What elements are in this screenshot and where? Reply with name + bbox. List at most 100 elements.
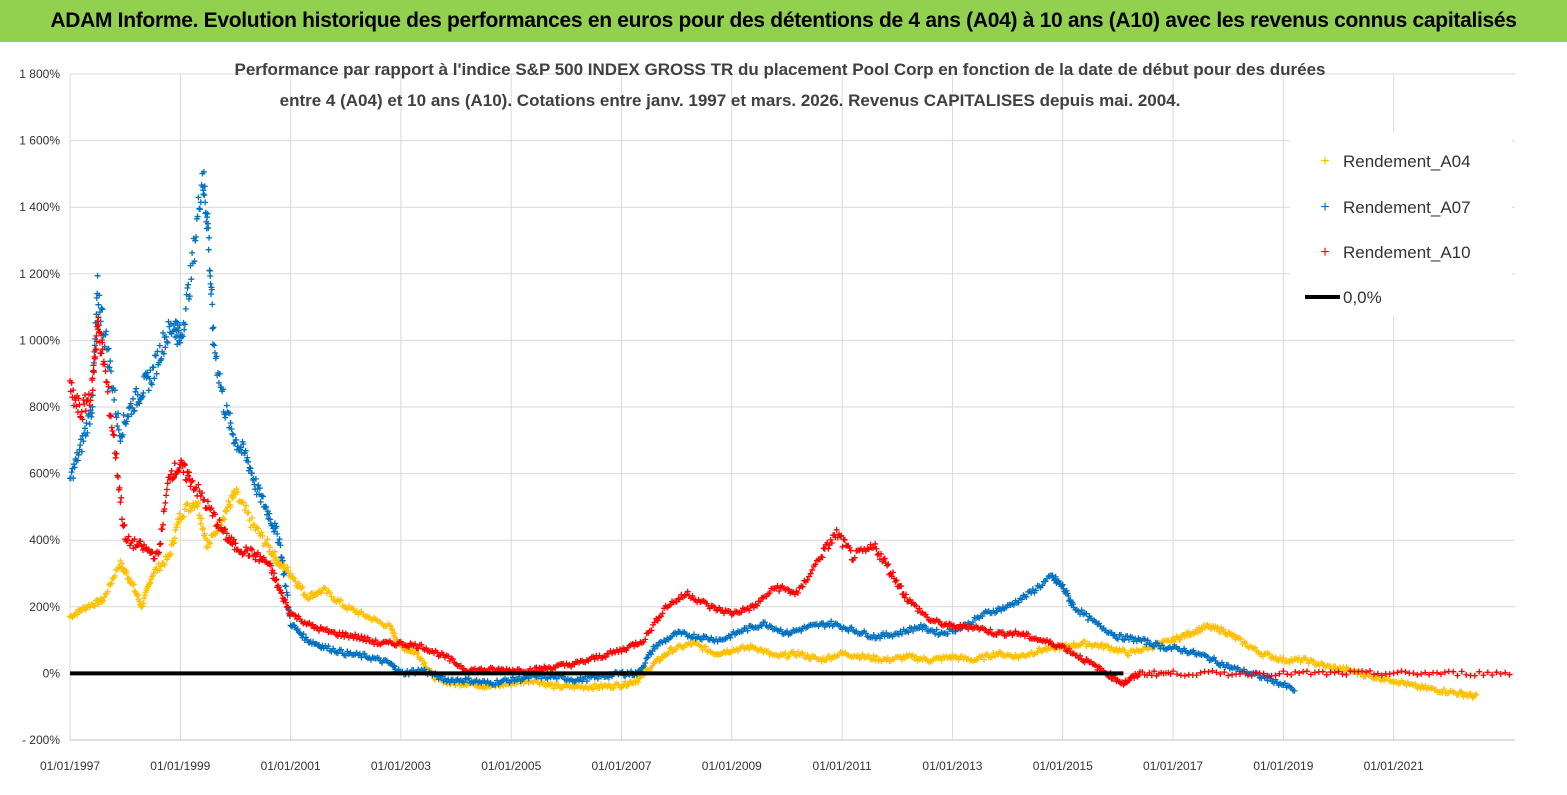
data-point-a07: [651, 646, 658, 652]
data-point-a10: [161, 506, 168, 512]
data-point-a10: [76, 401, 83, 408]
chart-area: - 200% 0% 200% 400% 600% 800% 1 000% 1 200% 1 40…: [0, 42, 1567, 790]
data-point-a04: [291, 575, 298, 582]
data-point-a10: [738, 609, 745, 616]
y-tick-label: 600%: [29, 467, 60, 481]
data-point-a07: [1234, 664, 1241, 671]
data-point-a10: [93, 338, 100, 345]
data-point-a10: [445, 653, 452, 660]
data-point-a07: [215, 379, 222, 386]
y-tick-label: 1 400%: [19, 200, 60, 214]
data-point-a04: [204, 544, 211, 551]
data-point-a04: [1280, 654, 1287, 661]
data-point-a10: [1390, 670, 1397, 677]
data-point-a07: [209, 325, 216, 332]
data-point-a07: [78, 448, 85, 455]
data-point-a07: [282, 583, 289, 590]
data-point-a07: [1010, 601, 1017, 608]
data-point-a07: [252, 475, 259, 482]
data-point-a10: [278, 589, 285, 596]
data-point-a04: [171, 539, 177, 546]
data-point-a07: [969, 619, 976, 626]
data-point-a07: [257, 499, 264, 505]
data-point-a10: [98, 330, 105, 337]
data-point-a07: [435, 676, 442, 683]
data-point-a04: [156, 567, 163, 574]
data-point-a10: [244, 547, 251, 554]
data-point-a04: [173, 524, 180, 531]
data-point-a04: [414, 650, 421, 657]
data-point-a07: [662, 638, 669, 645]
data-point-a10: [716, 604, 723, 611]
data-point-a04: [664, 651, 671, 658]
data-point-a10: [591, 656, 598, 663]
data-point-a10: [187, 483, 194, 490]
data-point-a07: [691, 631, 697, 638]
data-point-a10: [90, 362, 97, 369]
y-tick-label: 800%: [29, 400, 60, 414]
data-point-a04: [1310, 658, 1317, 665]
data-point-a07: [643, 655, 650, 662]
data-point-a04: [264, 536, 271, 543]
data-point-a10: [108, 413, 114, 420]
data-point-a10: [117, 499, 124, 506]
data-point-a10: [99, 339, 106, 346]
data-point-a10: [1221, 669, 1228, 676]
data-point-a10: [183, 477, 190, 484]
data-point-a10: [1319, 668, 1326, 675]
data-point-a07: [877, 635, 883, 642]
x-tick-label: 01/01/2005: [481, 759, 541, 773]
data-point-a10: [285, 604, 292, 611]
data-point-a10: [1193, 672, 1200, 679]
data-point-a10: [1434, 669, 1440, 676]
data-point-a10: [1450, 668, 1457, 675]
data-point-a04: [799, 649, 806, 656]
data-point-a04: [198, 515, 205, 522]
data-point-a10: [95, 322, 102, 329]
data-point-a07: [277, 542, 284, 549]
data-point-a10: [364, 634, 371, 641]
data-point-a07: [207, 280, 214, 287]
data-point-a10: [102, 368, 109, 375]
data-point-a04: [1237, 635, 1244, 642]
x-tick-label: 01/01/2007: [591, 759, 651, 773]
data-point-a10: [654, 617, 661, 624]
data-point-a04: [305, 596, 312, 603]
data-point-a10: [890, 569, 896, 576]
y-tick-label: - 200%: [22, 733, 60, 747]
data-point-a04: [1177, 636, 1184, 643]
data-point-a10: [1497, 671, 1504, 677]
data-point-a07: [200, 168, 207, 175]
data-point-a04: [1305, 660, 1312, 667]
legend-item-a07: + Rendement_A07: [1320, 198, 1470, 217]
data-point-a04: [823, 657, 830, 663]
data-point-a10: [144, 546, 151, 553]
data-point-a04: [1417, 685, 1424, 692]
data-point-a10: [865, 546, 872, 553]
data-point-a04: [1422, 682, 1429, 689]
x-tick-label: 01/01/2021: [1364, 759, 1424, 773]
data-point-a10: [837, 533, 844, 540]
data-point-a10: [167, 471, 174, 478]
data-point-a10: [243, 544, 250, 551]
data-point-a10: [267, 562, 274, 569]
data-point-a10: [1502, 669, 1509, 676]
data-point-a07: [191, 258, 198, 265]
data-point-a10: [746, 607, 753, 614]
data-point-a10: [135, 542, 142, 549]
series-rendement_a07: [67, 168, 1298, 694]
data-point-a04: [272, 554, 279, 561]
data-point-a10: [108, 424, 115, 431]
data-point-a07: [160, 329, 166, 336]
data-point-a04: [1226, 630, 1233, 637]
data-point-a07: [108, 368, 114, 375]
data-point-a07: [216, 370, 223, 377]
data-point-a10: [272, 577, 279, 584]
data-point-a10: [78, 408, 85, 415]
legend: + Rendement_A04 + Rendement_A07 + Rendem…: [1290, 132, 1512, 317]
data-point-a07: [103, 328, 110, 335]
data-point-a10: [1260, 670, 1267, 677]
data-point-a10: [1335, 668, 1342, 675]
data-point-a10: [846, 544, 853, 551]
data-point-a10: [618, 648, 625, 655]
